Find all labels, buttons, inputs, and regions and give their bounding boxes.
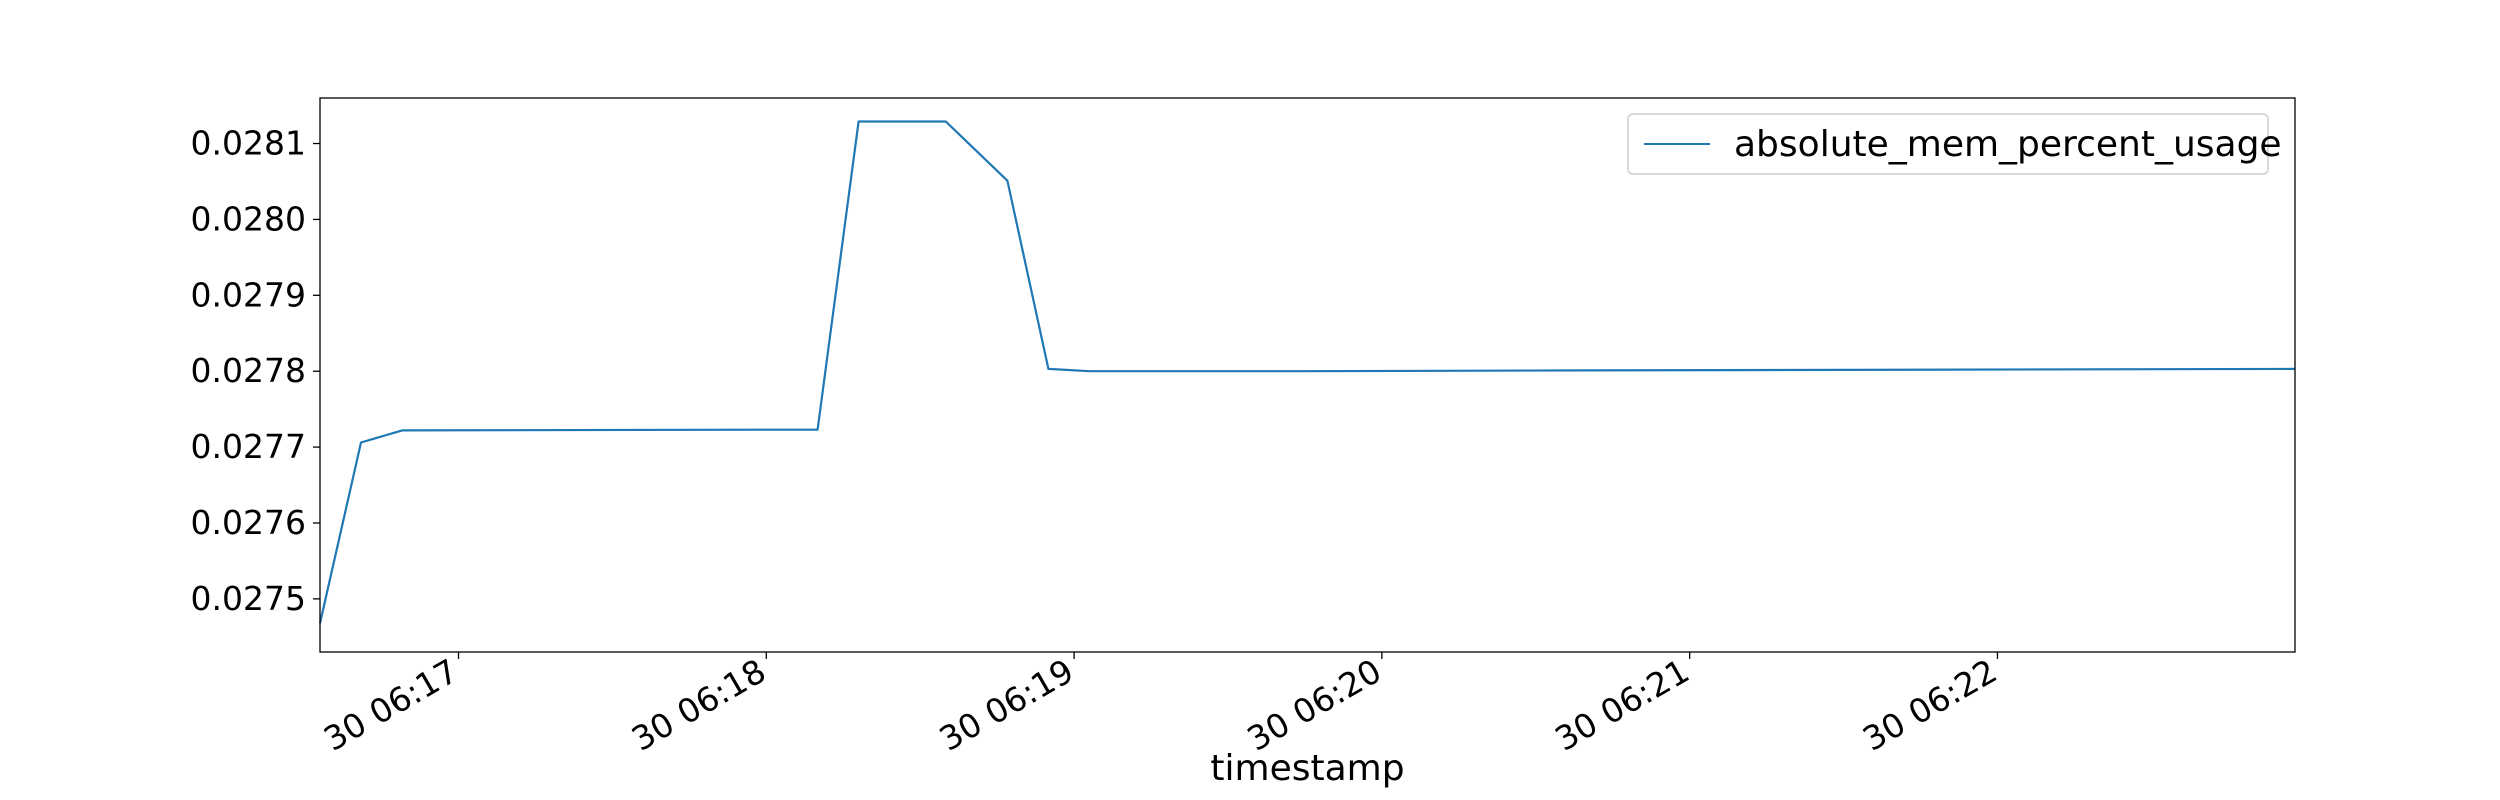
x-tick-label: 30 06:22 xyxy=(1856,651,2003,759)
y-tick-label: 0.0278 xyxy=(191,351,306,390)
y-tick-label: 0.0275 xyxy=(191,579,306,618)
plot-frame xyxy=(319,97,2296,653)
x-tick-label: 30 06:19 xyxy=(933,651,1080,759)
legend: absolute_mem_percent_usage xyxy=(1627,113,2282,175)
y-tick-label: 0.0280 xyxy=(191,199,306,238)
y-axis: 0.0275 0.0276 0.0277 0.0278 0.0279 0.0280 0.02… xyxy=(191,124,320,618)
x-axis: 30 06:17 30 06:18 30 06:19 30 06:20 30 06:21… xyxy=(317,651,2003,759)
x-tick-label: 30 06:21 xyxy=(1548,651,1695,759)
x-tick-label: 30 06:17 xyxy=(317,651,464,759)
x-tick-label: 30 06:18 xyxy=(625,651,772,759)
legend-box xyxy=(1627,113,2269,175)
x-axis-title: timestamp xyxy=(1210,748,1404,789)
series-line-0 xyxy=(318,120,2296,624)
x-tick-label: 30 06:20 xyxy=(1241,651,1388,759)
y-tick-label: 0.0279 xyxy=(191,275,306,314)
y-tick-label: 0.0281 xyxy=(191,124,306,163)
plot-area xyxy=(318,97,2296,653)
y-tick-label: 0.0277 xyxy=(191,427,306,466)
y-tick-label: 0.0276 xyxy=(191,503,306,542)
legend-label: absolute_mem_percent_usage xyxy=(1734,124,2282,165)
